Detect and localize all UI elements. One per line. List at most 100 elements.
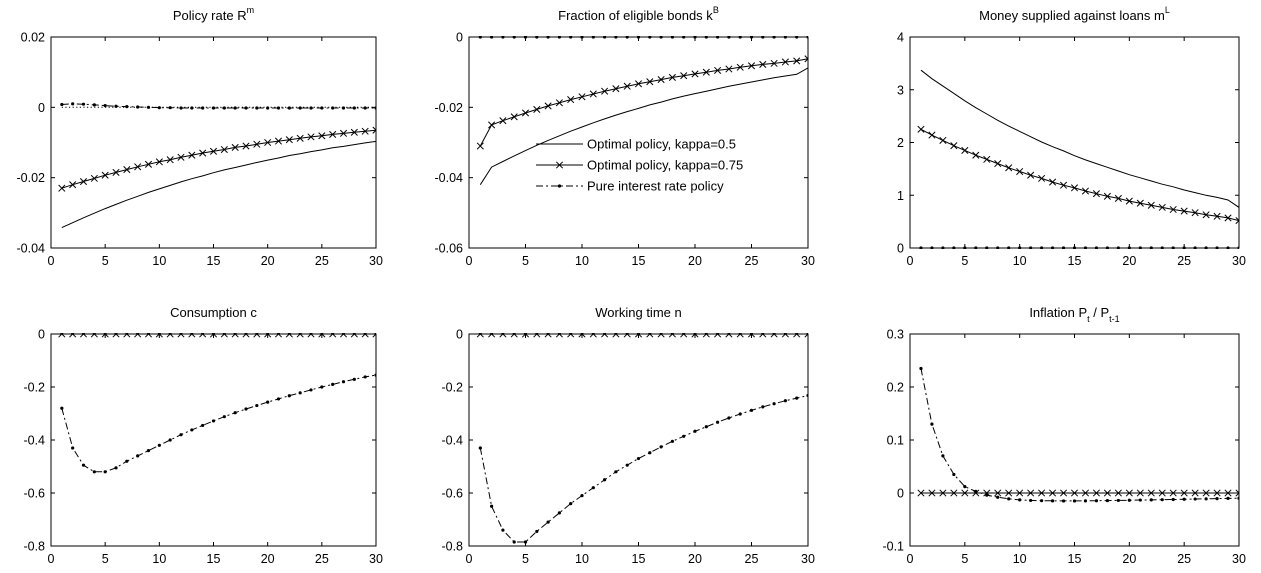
x-marker [318,333,326,338]
x-tick-label: 20 [1122,254,1136,268]
x-marker [770,59,778,67]
x-marker [188,151,196,159]
x-marker [144,160,153,168]
y-tick-label: -0.2 [441,381,463,395]
dot-marker [535,529,539,534]
dot-marker [60,406,64,410]
x-marker [928,489,936,497]
dot-marker [659,445,663,449]
dot-marker [190,428,194,432]
dot-marker [749,408,754,412]
x-marker [476,142,484,150]
x-marker [264,138,272,147]
dot-marker [501,528,505,532]
dot-marker [352,377,356,381]
dot-marker [1204,246,1208,249]
dot-marker [168,438,172,442]
x-marker [144,333,153,338]
dot-marker [501,36,505,39]
dot-marker [523,540,528,544]
x-tick-label: 20 [688,254,702,268]
dot-marker [1105,498,1109,503]
x-tick-label: 20 [261,254,275,268]
dot-marker [1116,246,1120,249]
dot-marker [341,380,346,384]
x-tick-label: 30 [369,552,383,566]
title-subscript: t-1 [1109,314,1120,324]
x-marker [521,333,530,338]
dot-marker [298,391,302,395]
x-marker [339,333,348,338]
x-marker [510,333,518,338]
x-marker [1070,489,1079,497]
x-marker [101,171,109,179]
axes-frame [909,333,1240,547]
x-marker [1059,489,1068,497]
dot-marker [71,446,75,450]
dot-marker [512,540,516,544]
x-tick-label: 30 [801,254,815,268]
x-marker [994,160,1002,168]
x-marker [329,333,337,338]
x-tick-label: 0 [48,552,55,566]
x-tick-label: 30 [369,254,383,268]
x-marker [544,102,552,110]
y-tick-label: -0.02 [17,171,46,185]
x-tick-label: 25 [1177,552,1191,566]
x-tick-label: 10 [1013,552,1027,566]
x-marker [329,130,337,138]
dot-marker [1182,246,1186,249]
y-tick-label: 0 [38,101,45,115]
dot-marker [603,478,607,482]
x-tick-label: 25 [315,254,329,268]
dot-marker [1215,246,1219,249]
x-marker [134,333,142,338]
dot-marker [806,36,808,39]
dot-marker [1204,497,1208,501]
axes-frame [468,333,809,547]
x-tick-label: 10 [575,552,589,566]
x-tick-label: 5 [102,552,109,566]
y-tick-label: 0 [897,487,904,501]
dot-marker [738,36,742,39]
dot-marker [1007,246,1011,249]
dot-marker [490,36,494,39]
dot-marker [716,36,720,39]
x-marker [242,333,250,338]
y-tick-label: 0 [897,242,904,256]
y-tick-label: 3 [897,83,904,97]
x-marker [612,85,620,93]
x-marker [691,333,699,338]
y-tick-label: -0.2 [23,381,45,395]
x-marker [533,333,541,338]
dot-marker [952,472,956,477]
dot-marker [1193,497,1197,501]
axes-frame [50,333,377,547]
series-group [58,102,376,229]
x-tick-label: 25 [315,552,329,566]
dot-marker [1029,246,1033,249]
x-marker [1224,214,1232,222]
dot-marker [772,36,776,39]
dot-marker [614,36,618,39]
dot-marker [569,36,573,39]
legend-label: Optimal policy, kappa=0.5 [587,137,736,152]
dot-marker [1193,246,1197,249]
x-tick-label: 15 [1068,552,1082,566]
x-marker [488,121,496,129]
x-marker [90,333,98,338]
subplot-title: Fraction of eligible bonds kB [558,5,719,23]
x-marker [1191,209,1199,217]
x-marker [231,333,239,338]
x-marker [1049,489,1057,497]
dot-marker [704,425,708,429]
series-group [476,36,808,185]
x-marker [702,333,710,338]
x-marker [285,333,293,338]
dot-marker [996,246,1000,249]
x-marker [623,333,631,338]
dot-marker [266,106,270,110]
title-superscript: B [713,5,719,15]
x-tick-label: 30 [1232,254,1246,268]
